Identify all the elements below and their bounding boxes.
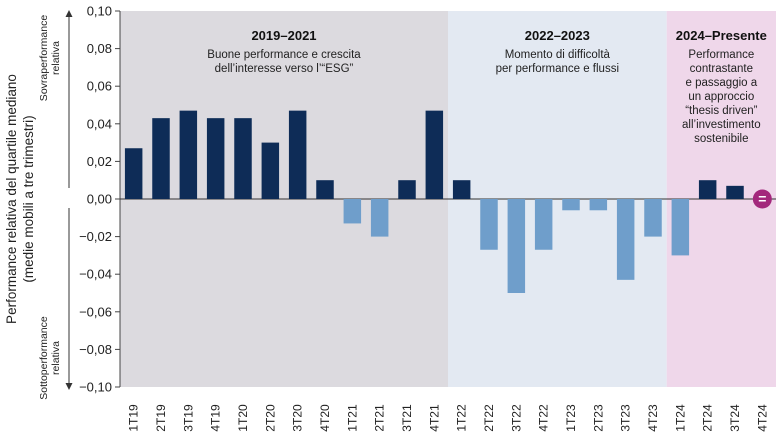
y-axis-title-line: Performance relativa del quartile median… (4, 74, 19, 324)
bar-1T23 (562, 199, 580, 211)
x-tick-label: 2T20 (263, 404, 277, 432)
bar-1T24 (671, 199, 690, 256)
bar-3T24 (726, 185, 744, 199)
x-tick-label: 3T19 (181, 404, 195, 432)
period-title-1: 2019–2021 (251, 28, 316, 43)
side-label-bottom: relativa (50, 341, 62, 375)
bar-4T20 (316, 180, 334, 199)
bar-2T19 (152, 118, 170, 199)
x-tick-label: 4T19 (209, 404, 223, 432)
bar-2T20 (261, 142, 280, 199)
x-tick-label: 4T24 (755, 404, 769, 432)
bar-4T21 (425, 110, 444, 199)
x-tick-label: 4T22 (537, 404, 551, 432)
y-tick-label: −0,08 (79, 342, 112, 357)
x-tick-label: 1T24 (673, 404, 687, 432)
bar-4T22 (534, 199, 553, 250)
x-tick-label: 2T22 (482, 404, 496, 432)
period-desc-1: Buone performance e crescita (207, 49, 361, 61)
overperformance-arrow-head (65, 10, 73, 17)
period-desc-3: all’investimento (682, 119, 761, 131)
side-label-top: relativa (50, 41, 62, 75)
bar-4T23 (644, 199, 662, 237)
y-tick-label: −0,06 (79, 304, 112, 319)
period-title-3: 2024–Presente (676, 28, 767, 43)
bar-1T19 (124, 148, 143, 199)
period-desc-3: Performance (688, 49, 754, 61)
bar-3T19 (179, 110, 198, 199)
equal-marker-icon (752, 189, 772, 209)
y-tick-label: −0,04 (79, 267, 112, 282)
y-tick-label: 0,00 (87, 192, 112, 207)
x-tick-label: 2T23 (591, 404, 605, 432)
y-tick-label: 0,08 (87, 41, 112, 56)
bar-2T22 (480, 199, 498, 250)
side-label-bottom: Sottoperformance (38, 316, 50, 400)
y-tick-label: −0,02 (79, 229, 112, 244)
y-axis-title-line: (medie mobili a tre trimestri) (21, 115, 36, 282)
side-label-top: Sovraperformance (38, 15, 50, 102)
underperformance-arrow-head (65, 383, 73, 390)
x-tick-label: 4T21 (427, 404, 441, 432)
equal-marker-label: = (758, 191, 766, 207)
y-tick-label: −0,10 (79, 380, 112, 395)
period-desc-3: sostenibile (694, 133, 748, 145)
period-desc-3: contrastante (690, 63, 753, 75)
x-tick-label: 1T20 (236, 404, 250, 432)
y-tick-label: 0,02 (87, 154, 112, 169)
bar-1T21 (343, 199, 362, 224)
bar-3T23 (616, 199, 635, 280)
x-tick-label: 3T22 (509, 404, 523, 432)
x-tick-label: 2T24 (701, 404, 715, 432)
period-desc-2: Momento di difficoltà (505, 49, 611, 61)
period-title-2: 2022–2023 (525, 28, 590, 43)
x-tick-label: 4T20 (318, 404, 332, 432)
x-tick-label: 4T23 (646, 404, 660, 432)
bar-1T20 (234, 118, 252, 199)
bar-1T22 (452, 180, 471, 199)
x-tick-label: 2T21 (373, 404, 387, 432)
period-desc-2: per performance e flussi (496, 63, 619, 75)
bar-3T22 (507, 199, 526, 293)
x-tick-label: 2T19 (154, 404, 168, 432)
x-tick-label: 1T19 (127, 404, 141, 432)
y-tick-label: 0,04 (87, 116, 112, 131)
x-tick-label: 3T21 (400, 404, 414, 432)
period-desc-1: dell’interesse verso l’“ESG” (215, 63, 354, 75)
period-desc-3: un approccio (688, 91, 754, 103)
x-tick-label: 1T22 (455, 404, 469, 432)
x-tick-label: 3T24 (728, 404, 742, 432)
bar-2T24 (698, 180, 717, 199)
x-tick-label: 3T23 (619, 404, 633, 432)
x-tick-label: 3T20 (291, 404, 305, 432)
bar-3T21 (398, 180, 416, 199)
bar-4T19 (206, 118, 225, 199)
bar-3T20 (288, 110, 307, 199)
bar-2T23 (589, 199, 608, 211)
period-desc-3: e passaggio a (686, 77, 758, 89)
period-desc-3: “thesis driven” (685, 105, 757, 117)
bar-2T21 (370, 199, 389, 237)
x-tick-label: 1T23 (564, 404, 578, 432)
y-tick-label: 0,10 (87, 4, 112, 19)
x-tick-label: 1T21 (345, 404, 359, 432)
y-tick-label: 0,06 (87, 79, 112, 94)
